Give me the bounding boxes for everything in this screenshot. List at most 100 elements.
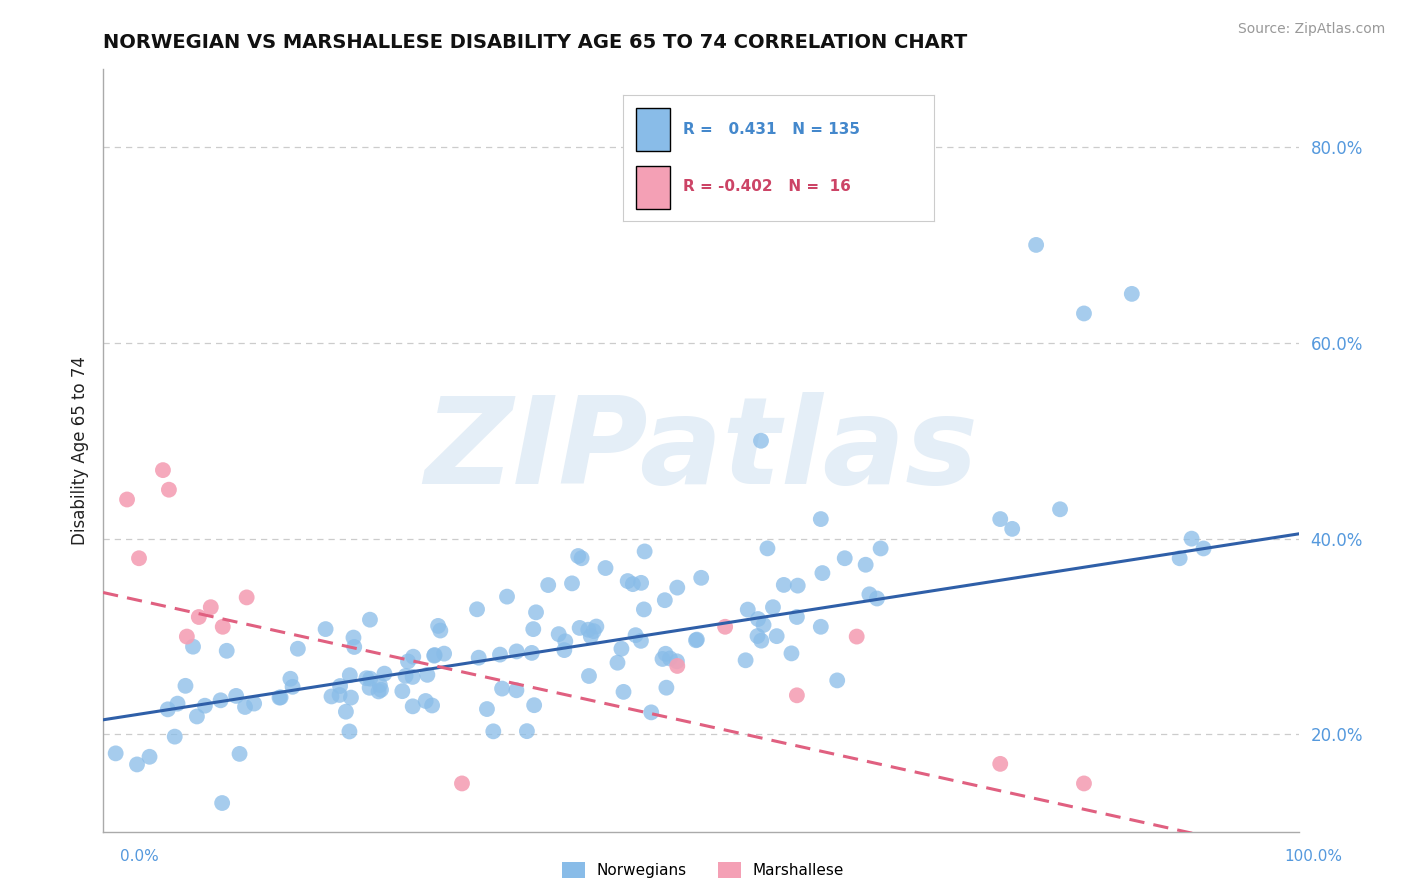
Point (401, 670, 423, 684)
Point (1181, 532, 1204, 546)
Point (633, 602, 655, 616)
Point (579, 629, 602, 643)
Point (655, 681, 678, 695)
Legend: Norwegians, Marshallese: Norwegians, Marshallese (555, 856, 851, 884)
Point (537, 578, 560, 592)
Point (988, 512, 1011, 526)
Point (866, 591, 889, 606)
Point (737, 602, 759, 616)
Point (505, 644, 527, 658)
Text: Source: ZipAtlas.com: Source: ZipAtlas.com (1237, 22, 1385, 37)
Point (138, 749, 160, 764)
Point (356, 671, 378, 685)
Point (373, 666, 395, 681)
Point (568, 621, 591, 635)
Point (786, 689, 808, 703)
Point (475, 702, 498, 716)
Point (104, 747, 127, 761)
Point (621, 577, 644, 591)
Point (423, 648, 446, 662)
Point (858, 587, 880, 601)
Text: 0.0%: 0.0% (120, 849, 159, 863)
Point (1121, 286, 1143, 301)
Point (1049, 502, 1071, 516)
Point (233, 700, 256, 714)
Point (339, 724, 361, 739)
Point (1168, 551, 1191, 566)
Point (489, 648, 512, 662)
Point (228, 747, 250, 761)
Point (402, 699, 425, 714)
Text: NORWEGIAN VS MARSHALLESE DISABILITY AGE 65 TO 74 CORRELATION CHART: NORWEGIAN VS MARSHALLESE DISABILITY AGE … (103, 33, 967, 52)
Point (415, 694, 437, 708)
Point (855, 558, 877, 572)
Point (585, 619, 607, 633)
Point (467, 650, 489, 665)
Point (329, 688, 352, 702)
Point (1192, 541, 1215, 556)
Point (988, 756, 1011, 771)
Point (339, 668, 361, 682)
Text: ZIPatlas: ZIPatlas (425, 392, 979, 509)
Point (747, 612, 769, 626)
Point (281, 680, 304, 694)
Point (666, 581, 689, 595)
Point (187, 610, 209, 624)
Point (194, 698, 217, 713)
Point (166, 697, 188, 711)
Point (606, 656, 628, 670)
Point (520, 646, 543, 660)
Point (690, 571, 713, 585)
Point (834, 551, 856, 566)
Point (235, 591, 257, 605)
Point (553, 643, 575, 657)
Point (651, 652, 673, 666)
Point (547, 627, 569, 641)
Point (762, 600, 785, 615)
Point (420, 698, 443, 713)
Point (505, 683, 527, 698)
Point (343, 640, 366, 654)
Point (367, 684, 389, 698)
Point (786, 610, 808, 624)
Point (1001, 522, 1024, 536)
Point (571, 551, 593, 566)
Point (630, 633, 652, 648)
Point (749, 434, 772, 448)
Point (451, 776, 474, 790)
Point (215, 644, 238, 658)
Point (582, 624, 605, 639)
Point (402, 649, 425, 664)
Point (1025, 238, 1047, 252)
Point (269, 690, 291, 705)
Point (666, 659, 689, 673)
Point (315, 622, 337, 636)
Point (869, 541, 891, 556)
Point (567, 549, 589, 563)
Point (749, 633, 772, 648)
Point (765, 629, 787, 643)
Point (157, 483, 180, 497)
Point (174, 679, 197, 693)
Point (747, 629, 769, 643)
Point (810, 512, 832, 526)
Point (243, 697, 266, 711)
Point (786, 579, 808, 593)
Point (633, 544, 655, 558)
Point (752, 618, 775, 632)
Point (429, 624, 451, 638)
Point (465, 602, 488, 616)
Point (810, 620, 832, 634)
Y-axis label: Disability Age 65 to 74: Disability Age 65 to 74 (72, 356, 89, 545)
Point (225, 689, 247, 703)
Point (630, 575, 652, 590)
Point (359, 681, 381, 695)
Point (427, 619, 450, 633)
Point (163, 730, 186, 744)
Point (211, 796, 233, 810)
Point (561, 576, 583, 591)
Point (576, 623, 599, 637)
Point (209, 693, 232, 707)
Point (1073, 776, 1095, 790)
Point (128, 551, 150, 566)
